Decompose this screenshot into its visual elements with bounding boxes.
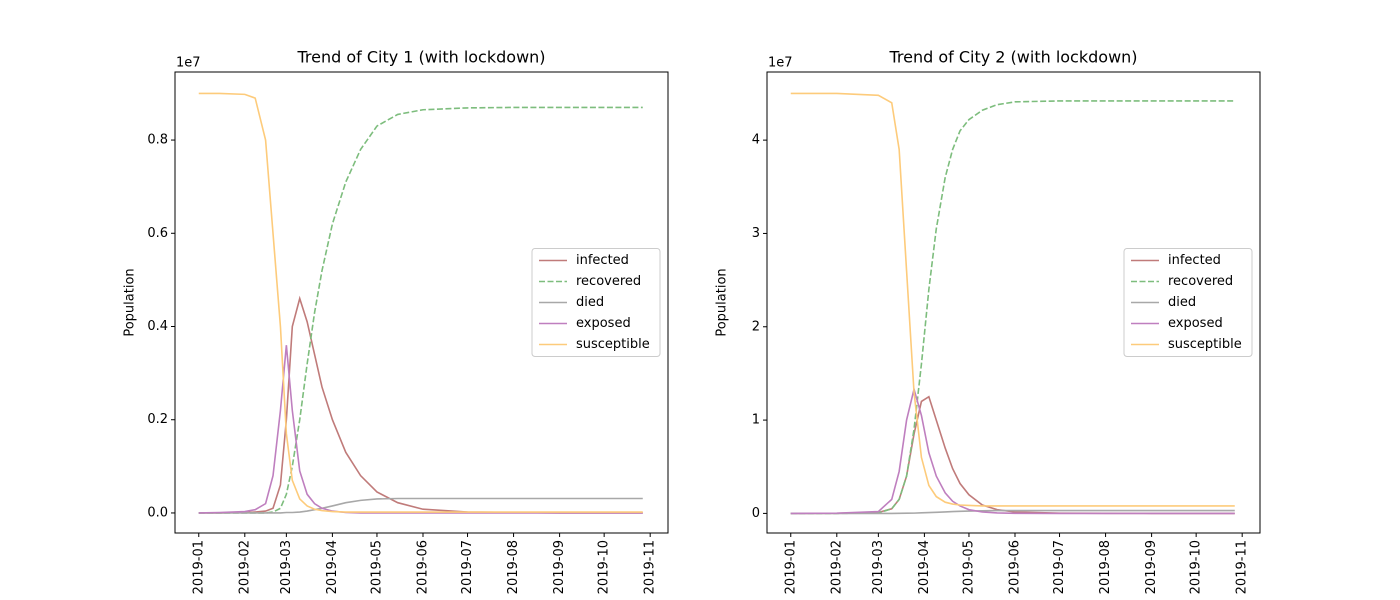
- x-tick-label: 2019-06: [415, 540, 430, 594]
- legend-box: [1123, 248, 1253, 357]
- series-line: [790, 100, 1235, 515]
- y-tick-label: 0.8: [147, 133, 168, 148]
- legend-label: recovered: [576, 274, 641, 289]
- x-tick-label: 2019-06: [1007, 540, 1022, 594]
- y-tick-label: 0.2: [147, 412, 168, 427]
- y-tick-label: 0.0: [147, 505, 168, 520]
- x-tick-label: 2019-08: [1098, 540, 1113, 594]
- legend-label: exposed: [1168, 316, 1223, 331]
- axes-frame: [766, 71, 1261, 534]
- subplot: Trend of City 2 (with lockdown) 1e7 Popula…: [715, 48, 1261, 594]
- legend-label: exposed: [576, 316, 631, 331]
- x-tick-label: 2019-09: [552, 540, 567, 594]
- x-tick-label: 2019-11: [643, 540, 658, 594]
- chart-title: Trend of City 2 (with lockdown): [888, 48, 1137, 67]
- x-tick-label: 2019-02: [237, 540, 252, 594]
- y-offset-label: 1e7: [176, 56, 201, 71]
- legend-label: recovered: [1168, 274, 1233, 289]
- x-tick-label: 2019-08: [506, 540, 521, 594]
- y-tick-label: 1: [752, 413, 760, 428]
- y-tick-label: 4: [752, 133, 760, 148]
- x-tick-label: 2019-09: [1144, 540, 1159, 594]
- legend-label: susceptible: [576, 337, 650, 352]
- x-tick-label: 2019-04: [917, 540, 932, 594]
- legend-box: [531, 248, 661, 357]
- y-tick-label: 0.4: [147, 319, 168, 334]
- x-tick-label: 2019-05: [961, 540, 976, 594]
- x-tick-label: 2019-03: [871, 540, 886, 594]
- legend-label: died: [576, 295, 604, 310]
- x-tick-label: 2019-07: [1052, 540, 1067, 594]
- x-tick-label: 2019-04: [325, 540, 340, 594]
- x-tick-label: 2019-10: [597, 540, 612, 594]
- series-line: [198, 92, 643, 513]
- x-tick-label: 2019-01: [191, 540, 206, 594]
- series-line: [790, 92, 1235, 507]
- chart-title: Trend of City 1 (with lockdown): [296, 48, 545, 67]
- y-axis-label: Population: [715, 268, 730, 336]
- series-line: [790, 509, 1235, 515]
- x-tick-label: 2019-05: [369, 540, 384, 594]
- series-line: [790, 386, 1235, 515]
- legend-label: died: [1168, 295, 1196, 310]
- x-tick-label: 2019-07: [460, 540, 475, 594]
- axes-frame: [174, 71, 669, 534]
- series-line: [790, 395, 1235, 515]
- x-tick-label: 2019-03: [279, 540, 294, 594]
- series-line: [198, 497, 643, 514]
- subplot: Trend of City 1 (with lockdown) 1e7 Popula…: [123, 48, 669, 594]
- x-tick-label: 2019-02: [829, 540, 844, 594]
- y-tick-label: 0: [752, 506, 760, 521]
- y-tick-label: 2: [752, 319, 760, 334]
- x-tick-label: 2019-01: [783, 540, 798, 594]
- y-tick-label: 0.6: [147, 226, 168, 241]
- x-tick-label: 2019-11: [1235, 540, 1250, 594]
- series-line: [198, 345, 643, 514]
- x-tick-label: 2019-10: [1189, 540, 1204, 594]
- legend-label: susceptible: [1168, 337, 1242, 352]
- y-tick-label: 3: [752, 226, 760, 241]
- y-offset-label: 1e7: [768, 56, 793, 71]
- legend-label: infected: [576, 253, 629, 268]
- legend-label: infected: [1168, 253, 1221, 268]
- y-axis-label: Population: [123, 268, 138, 336]
